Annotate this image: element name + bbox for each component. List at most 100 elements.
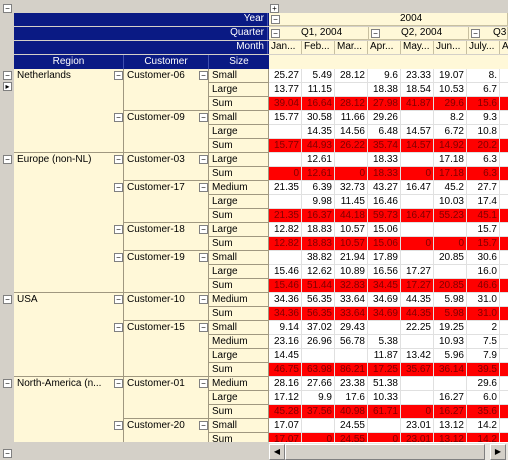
value-cell[interactable]: 23.38 [335, 377, 368, 391]
size-sum-label[interactable]: Sum [209, 279, 269, 293]
value-cell[interactable]: 23.16 [269, 335, 302, 349]
size-member[interactable]: Large [209, 83, 269, 97]
value-cell[interactable] [335, 153, 368, 167]
value-cell[interactable] [401, 251, 434, 265]
size-sum-label[interactable]: Sum [209, 363, 269, 377]
collapse-year-toggle[interactable]: − [271, 15, 280, 24]
value-cell[interactable]: 7.9 [467, 349, 500, 363]
value-cell[interactable]: 17.27 [401, 265, 434, 279]
collapse-region-toggle[interactable]: − [3, 295, 12, 304]
customer-column-header[interactable]: Customer [124, 55, 209, 69]
sum-cell[interactable]: 6.3 [467, 167, 500, 181]
collapse-customer-toggle[interactable]: − [114, 71, 123, 80]
value-cell[interactable]: 56.35 [302, 293, 335, 307]
sum-cell[interactable]: 15.6 [467, 97, 500, 111]
value-cell[interactable]: 19.25 [434, 321, 467, 335]
collapse-size-toggle[interactable]: − [199, 225, 208, 234]
size-sum-label[interactable]: Sum [209, 209, 269, 223]
value-cell[interactable]: 6.39 [302, 181, 335, 195]
value-cell[interactable]: 11.87 [368, 349, 401, 363]
region-member[interactable]: North-America (n... [14, 377, 124, 442]
value-cell[interactable] [500, 391, 508, 405]
collapse-customer-toggle[interactable]: − [114, 253, 123, 262]
customer-member[interactable]: Customer-06 [124, 69, 209, 111]
value-cell[interactable]: 34.36 [269, 293, 302, 307]
value-cell[interactable]: 34.69 [368, 293, 401, 307]
value-cell[interactable]: 10.93 [434, 335, 467, 349]
collapse-customer-toggle[interactable]: − [114, 183, 123, 192]
sum-cell[interactable]: 45.28 [269, 405, 302, 419]
sum-cell[interactable]: 44.35 [401, 307, 434, 321]
sum-cell[interactable]: 21.35 [269, 209, 302, 223]
value-cell[interactable] [500, 195, 508, 209]
value-cell[interactable]: 9.14 [269, 321, 302, 335]
collapse-size-toggle[interactable]: − [199, 71, 208, 80]
value-cell[interactable]: 9.98 [302, 195, 335, 209]
sum-cell[interactable]: 23.01 [401, 433, 434, 442]
size-sum-label[interactable]: Sum [209, 307, 269, 321]
sum-cell[interactable]: 17.27 [401, 279, 434, 293]
region-member[interactable]: USA [14, 293, 124, 377]
sum-cell[interactable]: 33.64 [335, 307, 368, 321]
collapse-size-toggle[interactable]: − [199, 155, 208, 164]
collapse-region-toggle[interactable]: − [3, 449, 12, 458]
value-cell[interactable]: 18.54 [401, 83, 434, 97]
size-member[interactable]: Small [209, 251, 269, 265]
value-cell[interactable]: 16.56 [368, 265, 401, 279]
month-header[interactable]: Jan... [269, 41, 302, 54]
size-sum-label[interactable]: Sum [209, 405, 269, 419]
month-header[interactable]: Mar... [335, 41, 368, 54]
sum-cell[interactable] [500, 209, 508, 223]
value-cell[interactable] [401, 223, 434, 237]
value-cell[interactable] [401, 335, 434, 349]
sum-cell[interactable]: 16.27 [434, 405, 467, 419]
value-cell[interactable]: 5.96 [434, 349, 467, 363]
value-cell[interactable] [500, 419, 508, 433]
size-member[interactable]: Medium [209, 335, 269, 349]
size-sum-label[interactable]: Sum [209, 237, 269, 251]
sum-cell[interactable]: 35.67 [401, 363, 434, 377]
value-cell[interactable]: 14.35 [302, 125, 335, 139]
sum-cell[interactable] [500, 363, 508, 377]
collapse-size-toggle[interactable]: − [199, 323, 208, 332]
value-cell[interactable]: 13.12 [434, 419, 467, 433]
value-cell[interactable]: 10.57 [335, 223, 368, 237]
value-cell[interactable]: 6.0 [467, 391, 500, 405]
collapse-customer-toggle[interactable]: − [114, 225, 123, 234]
collapse-column-axis-toggle[interactable]: − [3, 4, 12, 13]
value-cell[interactable]: 16.0 [467, 265, 500, 279]
customer-member[interactable]: Customer-17 [124, 181, 209, 223]
value-cell[interactable] [401, 391, 434, 405]
sum-cell[interactable]: 27.98 [368, 97, 401, 111]
sum-cell[interactable]: 20.2 [467, 139, 500, 153]
sum-cell[interactable]: 0 [302, 433, 335, 442]
size-member[interactable]: Small [209, 111, 269, 125]
value-cell[interactable]: 12.82 [269, 223, 302, 237]
collapse-customer-toggle[interactable]: − [114, 113, 123, 122]
sum-cell[interactable] [500, 139, 508, 153]
value-cell[interactable]: 37.02 [302, 321, 335, 335]
value-cell[interactable]: 5.98 [434, 293, 467, 307]
value-cell[interactable]: 27.66 [302, 377, 335, 391]
sum-cell[interactable]: 40.98 [335, 405, 368, 419]
collapse-q3-toggle[interactable]: − [471, 29, 480, 38]
value-cell[interactable]: 15.46 [269, 265, 302, 279]
value-cell[interactable] [434, 377, 467, 391]
collapse-region-toggle[interactable]: − [3, 71, 12, 80]
customer-member[interactable]: Customer-03 [124, 153, 209, 181]
value-cell[interactable]: 5.38 [368, 335, 401, 349]
sum-cell[interactable]: 44.93 [302, 139, 335, 153]
sum-cell[interactable]: 0 [335, 167, 368, 181]
value-cell[interactable]: 18.33 [368, 153, 401, 167]
value-cell[interactable] [401, 195, 434, 209]
value-cell[interactable]: 6.7 [467, 83, 500, 97]
size-sum-label[interactable]: Sum [209, 433, 269, 442]
value-cell[interactable]: 18.38 [368, 83, 401, 97]
sum-cell[interactable] [500, 97, 508, 111]
month-header[interactable]: Apr... [368, 41, 401, 54]
value-cell[interactable] [500, 181, 508, 195]
customer-member[interactable]: Customer-20 [124, 419, 209, 442]
value-cell[interactable]: 23.33 [401, 69, 434, 83]
value-cell[interactable]: 7.5 [467, 335, 500, 349]
value-cell[interactable]: 28.16 [269, 377, 302, 391]
